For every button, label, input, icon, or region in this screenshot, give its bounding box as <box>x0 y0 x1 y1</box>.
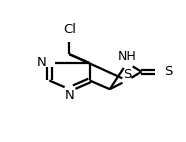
Text: N: N <box>65 89 74 102</box>
Text: S: S <box>164 65 172 78</box>
Text: N: N <box>37 57 47 69</box>
Text: Cl: Cl <box>63 23 76 36</box>
Text: S: S <box>123 68 131 81</box>
Text: NH: NH <box>118 50 136 63</box>
